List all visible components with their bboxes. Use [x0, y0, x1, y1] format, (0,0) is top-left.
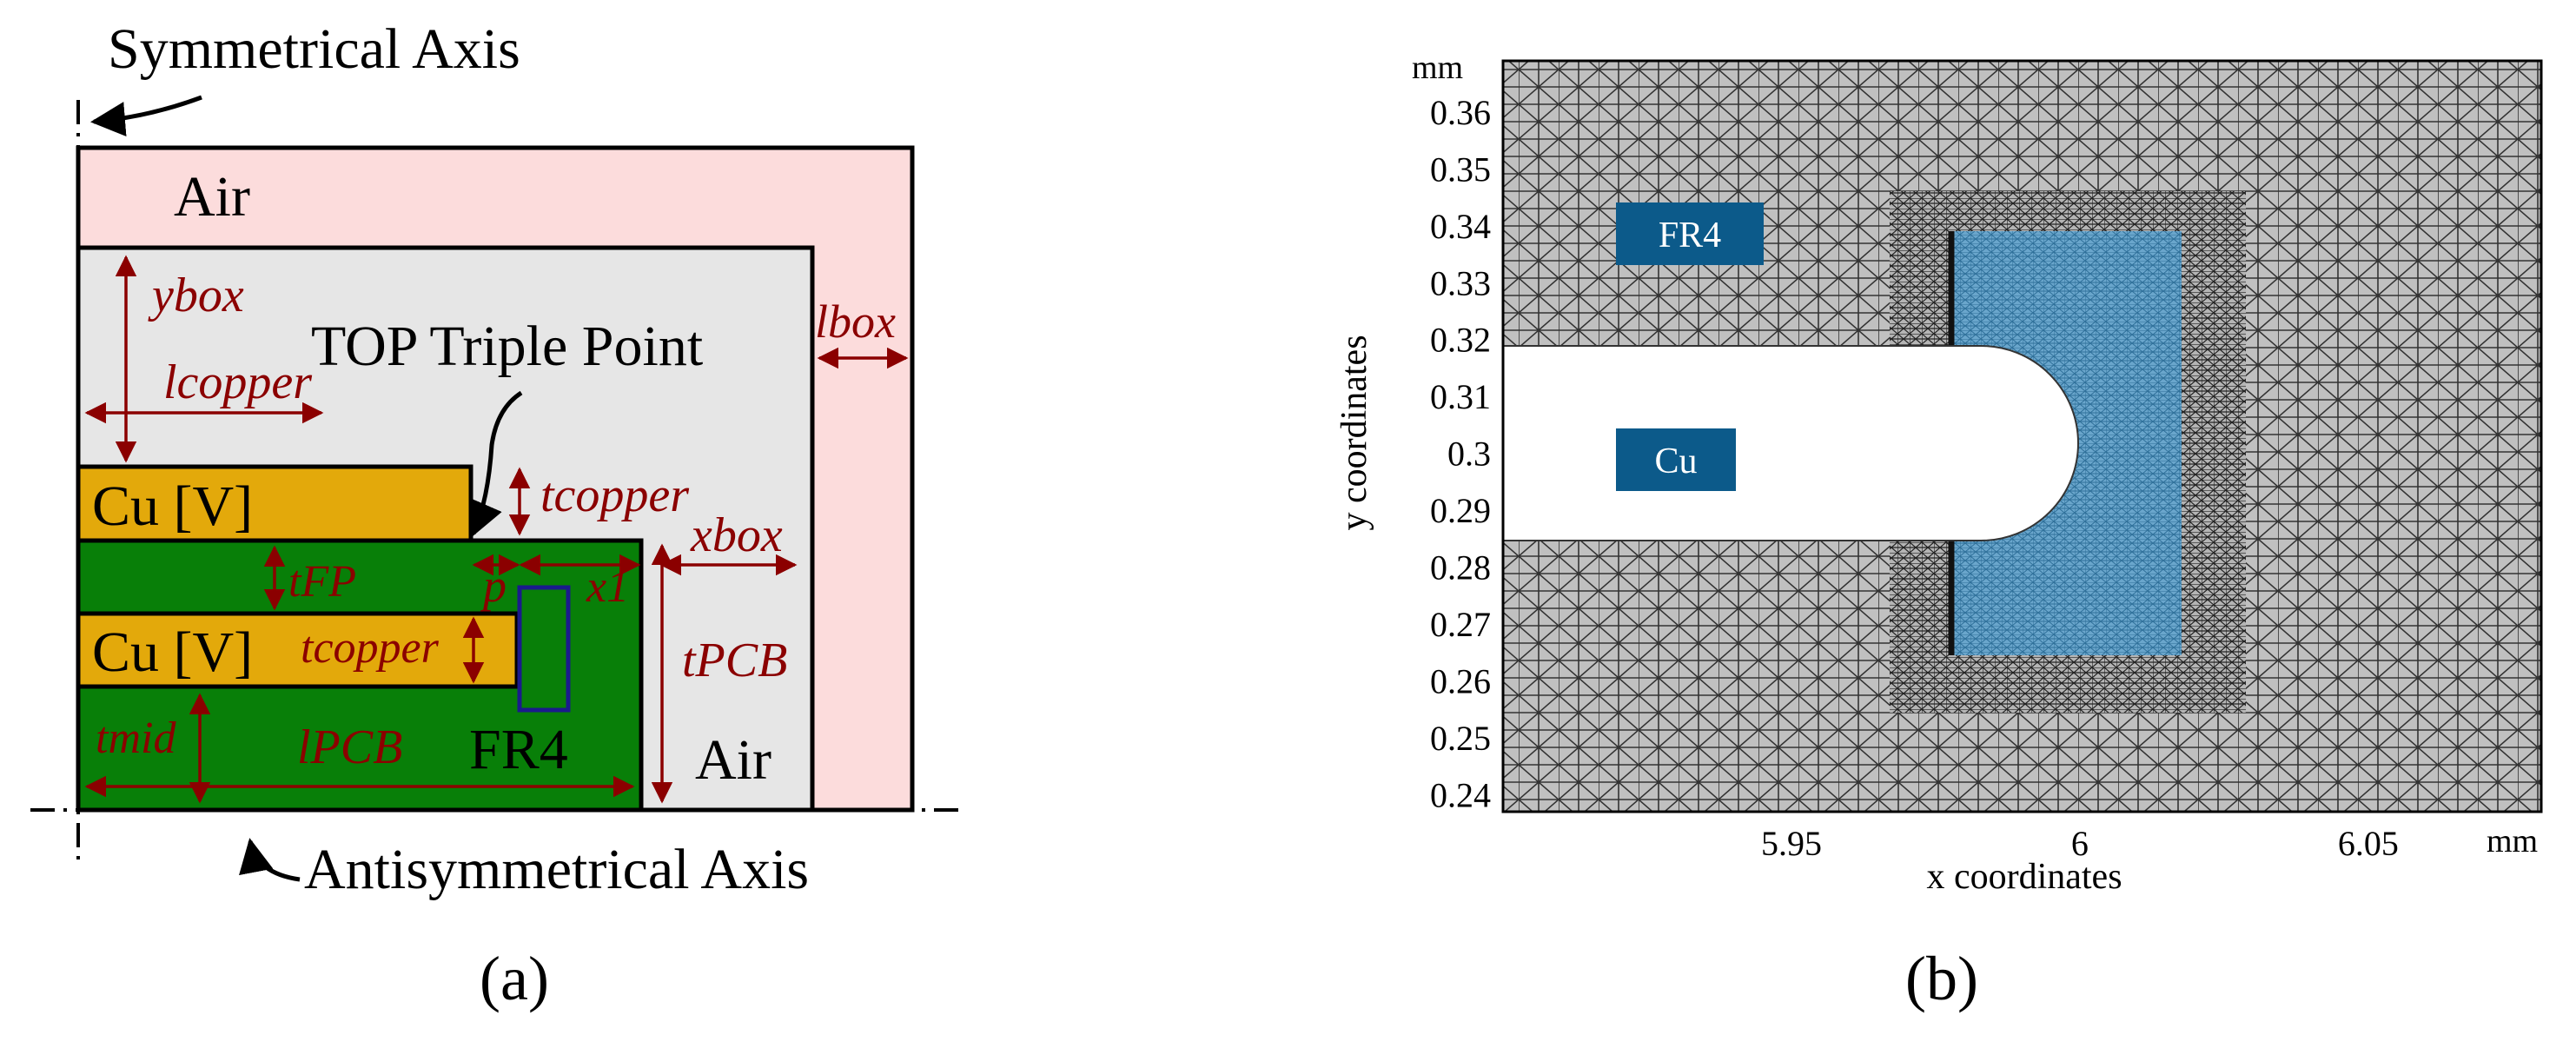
- lcopper-label: lcopper: [163, 355, 312, 409]
- lbox-label: lbox: [815, 295, 896, 348]
- y-tick-label: 0.34: [1430, 207, 1491, 246]
- fr4-label-box: [1616, 202, 1764, 265]
- inner-air-label: Air: [695, 728, 771, 792]
- symmetrical-axis-label: Symmetrical Axis: [108, 17, 520, 81]
- cu-label-box: [1616, 428, 1736, 491]
- xbox-label: xbox: [690, 508, 783, 562]
- cu-region-label: Cu: [1654, 441, 1697, 481]
- copper-electrode-region: [1502, 345, 2079, 541]
- x-tick-label: 5.95: [1761, 824, 1822, 863]
- y-tick-label: 0.28: [1430, 548, 1491, 587]
- y-tick-label: 0.31: [1430, 377, 1491, 416]
- caption-b: (b): [1905, 944, 1978, 1013]
- y-tick-label: 0.3: [1447, 435, 1491, 474]
- x-tick-label: 6: [2071, 824, 2089, 863]
- x1-label: x1: [586, 562, 629, 612]
- x-tick-label: 6.05: [2338, 824, 2399, 863]
- tfp-label: tFP: [288, 557, 356, 607]
- top-triple-point-label: TOP Triple Point: [311, 315, 703, 378]
- y-axis-ticks: 0.36 0.35 0.34 0.33 0.32 0.31 0.3 0.29 0.28 0.27 0…: [1430, 93, 1491, 814]
- copper-mid-label: Cu [V]: [92, 621, 253, 684]
- ybox-label: ybox: [148, 269, 244, 322]
- y-tick-label: 0.32: [1430, 321, 1491, 360]
- caption-a: (a): [480, 944, 549, 1013]
- y-tick-label: 0.24: [1430, 775, 1491, 814]
- copper-top-label: Cu [V]: [92, 475, 253, 538]
- p-label: p: [480, 560, 507, 612]
- antisymmetrical-axis-callout: [239, 838, 301, 882]
- y-tick-label: 0.33: [1430, 263, 1491, 302]
- tpcb-label: tPCB: [682, 634, 787, 687]
- y-tick-label: 0.26: [1430, 661, 1491, 700]
- triple-point-highlight-box: [517, 585, 571, 713]
- x-unit-label: mm: [2487, 823, 2538, 859]
- triple-point-callout: [470, 390, 523, 537]
- symmetrical-axis-callout: [90, 95, 202, 137]
- tcopper-top-label: tcopper: [540, 468, 689, 522]
- x-axis-title: x coordinates: [1926, 857, 2122, 897]
- panel-b-mesh-plot: FR4 Cu 0.360.350.340.330.320.310.30.290.…: [1334, 50, 2543, 1013]
- y-axis-title: y coordinates: [1334, 335, 1374, 530]
- antisymmetrical-axis-label: Antisymmetrical Axis: [304, 838, 809, 901]
- y-tick-label: 0.25: [1430, 719, 1491, 758]
- lpcb-label: lPCB: [297, 720, 402, 774]
- fr4-label: FR4: [469, 718, 568, 781]
- x-axis-ticks: 5.95 6 6.05: [1761, 824, 2399, 863]
- y-tick-label: 0.36: [1430, 93, 1491, 132]
- y-tick-label: 0.27: [1430, 605, 1491, 644]
- tcopper-mid-label: tcopper: [301, 623, 440, 673]
- copper-mid-region: [76, 611, 520, 689]
- fr4-region-label: FR4: [1659, 216, 1721, 256]
- y-unit-label: mm: [1412, 50, 1463, 86]
- outer-air-label: Air: [174, 165, 250, 229]
- y-tick-label: 0.35: [1430, 149, 1491, 189]
- panel-a-geometry: Symmetrical Axis Air TOP Triple Point Cu…: [30, 17, 960, 1013]
- plot-frame: [1501, 59, 2543, 813]
- y-tick-label: 0.29: [1430, 491, 1491, 530]
- tmid-label: tmid: [96, 713, 176, 763]
